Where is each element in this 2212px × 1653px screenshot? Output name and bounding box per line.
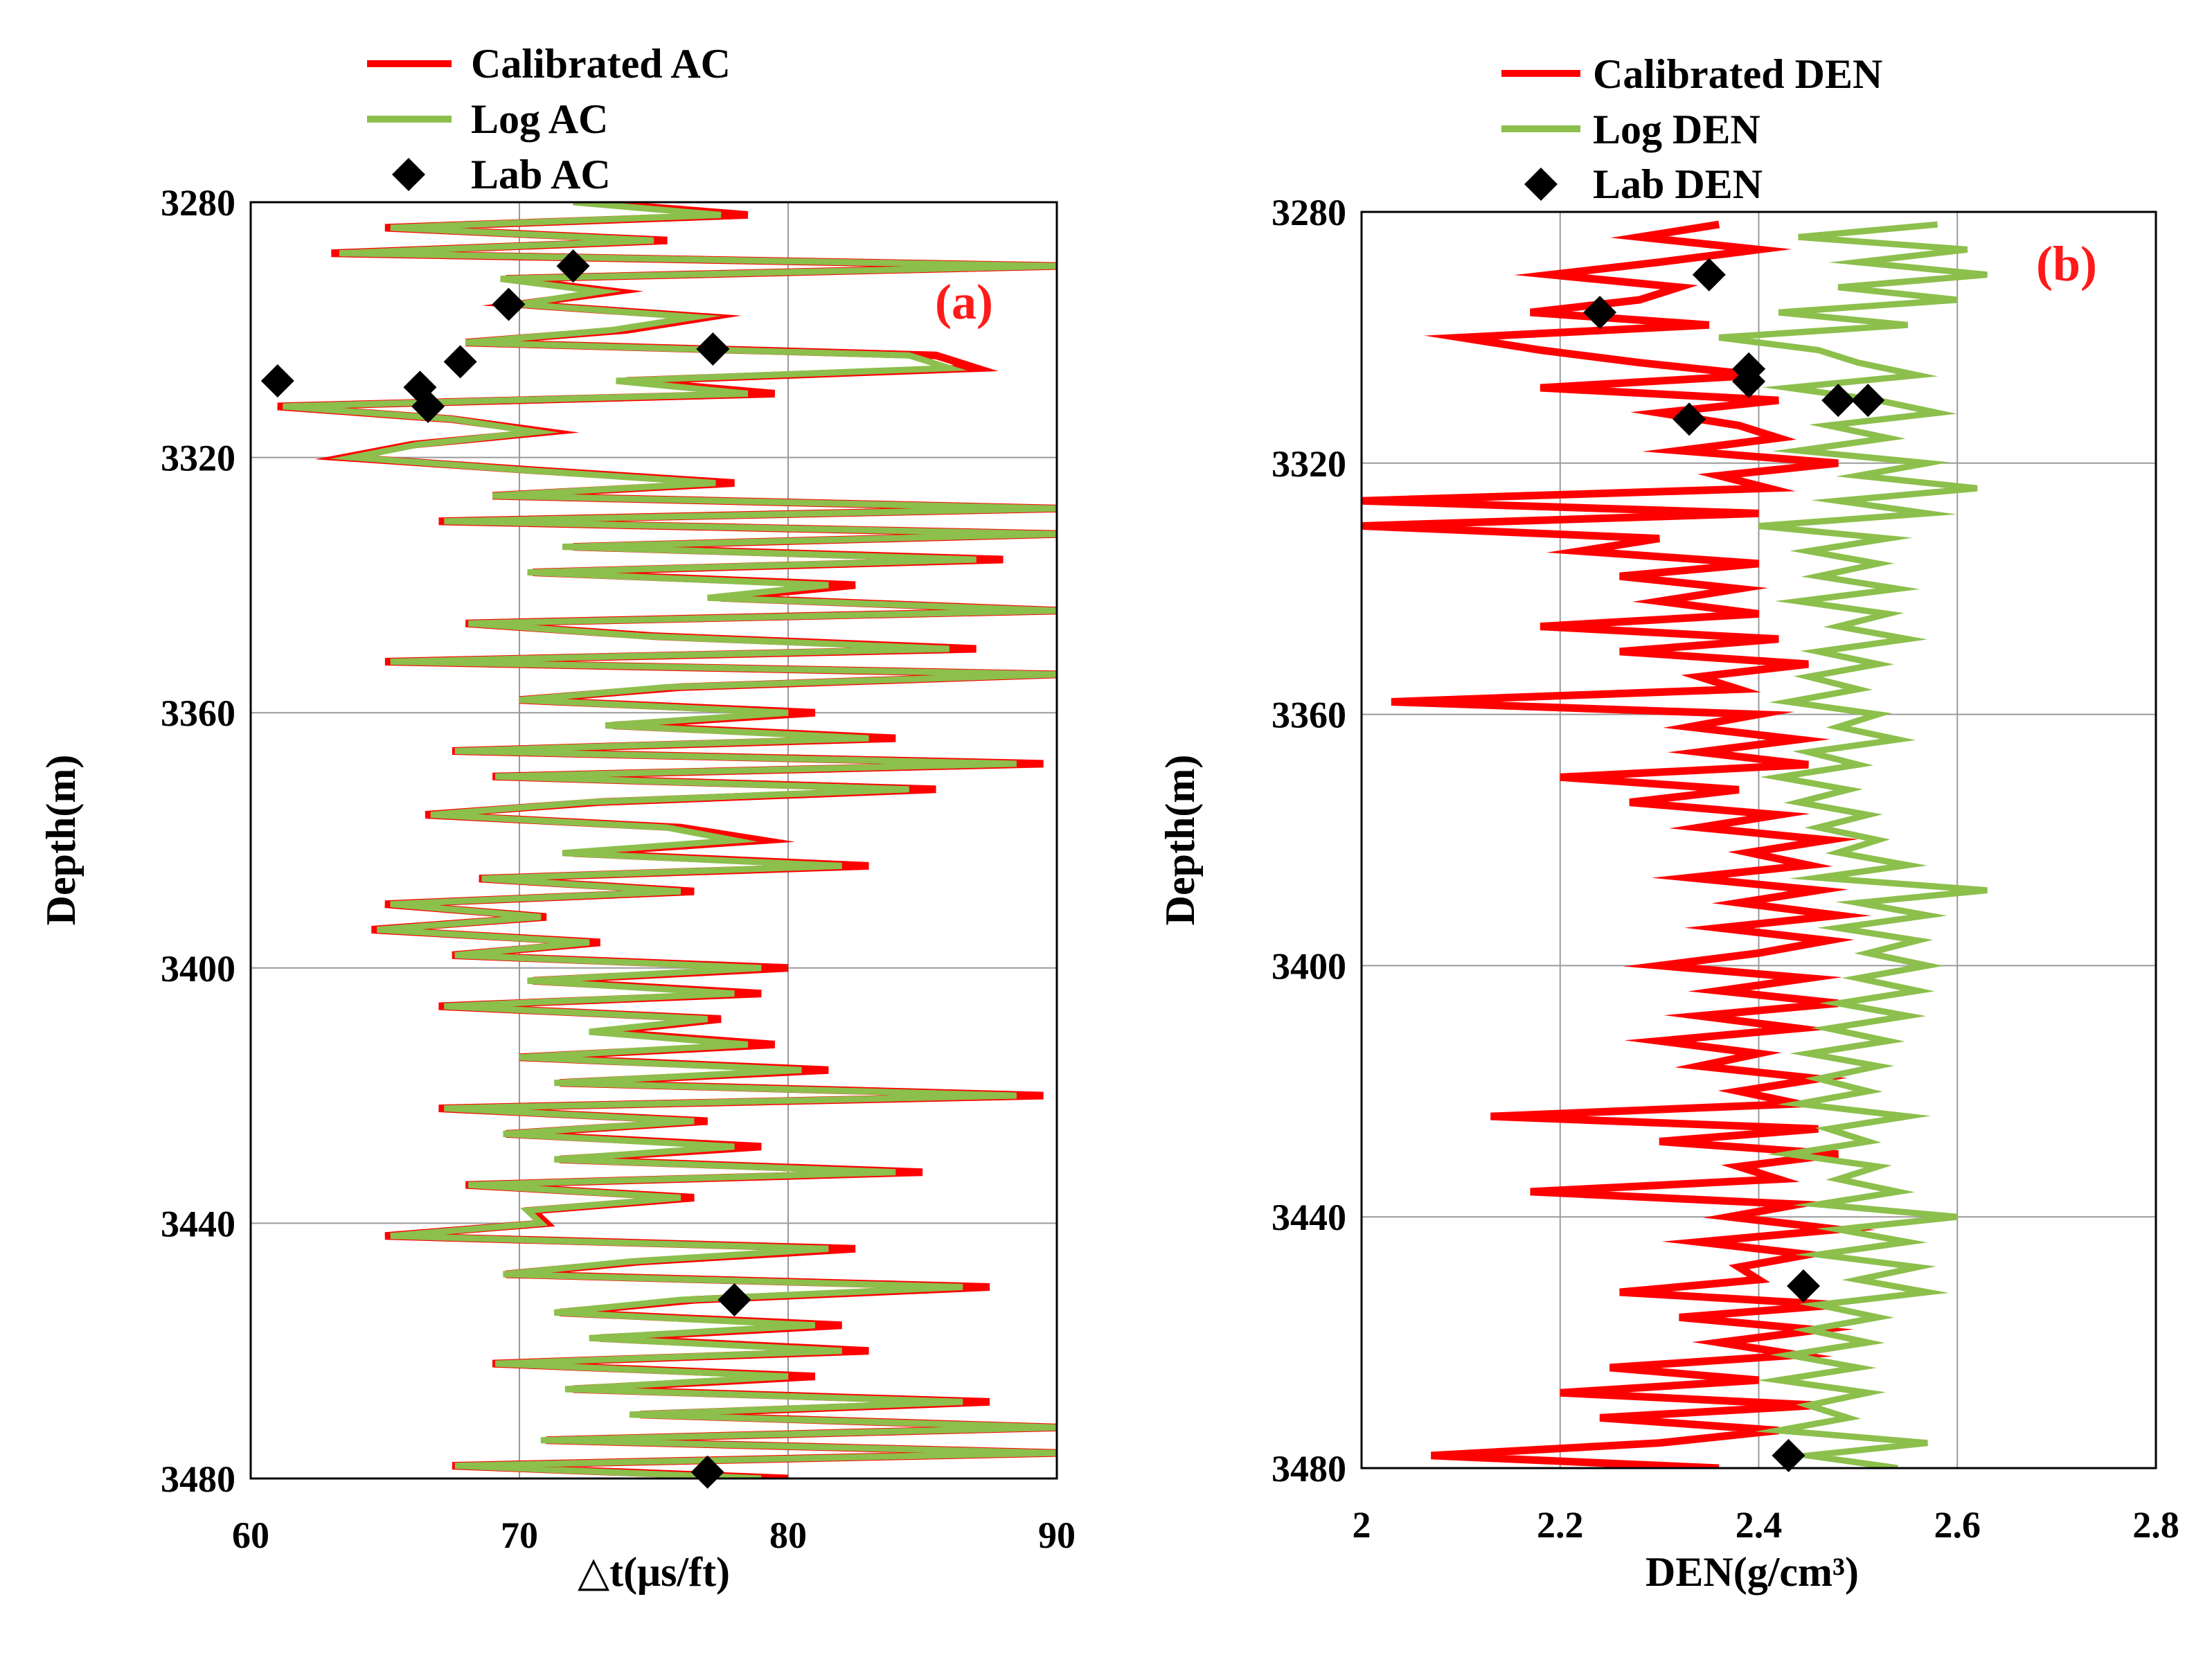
panel-a-ytick-label: 3280 <box>161 182 235 224</box>
panel-b-ytick-label: 3480 <box>1272 1448 1346 1490</box>
panel-b-xtick-label: 2 <box>1353 1504 1371 1546</box>
panel-b-xtick-label: 2.2 <box>1537 1504 1584 1546</box>
panel-a-series-log-line <box>283 202 1057 1478</box>
panel-b-legend: Calibrated DEN Log DEN Lab DEN <box>1501 51 1882 207</box>
panel-a-chart: 60 70 80 90 3280 3320 3360 3400 3440 3480 △t(μs/f… <box>38 41 1076 1595</box>
panel-a-lab-marker <box>690 1455 724 1489</box>
panel-b-series <box>1362 220 1988 1472</box>
panel-a-lab-marker <box>556 249 590 283</box>
panel-b-lab-marker <box>1851 384 1885 418</box>
panel-a-ytick-label: 3440 <box>161 1203 235 1244</box>
panel-a-xtick-label: 90 <box>1038 1514 1076 1556</box>
panel-b-lab-marker <box>1787 1269 1821 1303</box>
panel-a-plot-frame <box>249 201 1058 1480</box>
panel-a-lab-marker <box>696 332 730 366</box>
panel-b-lab-marker <box>1732 364 1766 398</box>
panel-a-xtick-label: 70 <box>501 1514 538 1556</box>
panel-a-lab-marker <box>411 389 445 423</box>
panel-b-ytick-label: 3440 <box>1272 1197 1346 1238</box>
legend-lab-ac-marker <box>392 158 425 191</box>
legend-calibrated-den-label: Calibrated DEN <box>1593 51 1882 97</box>
legend-lab-ac-label: Lab AC <box>471 152 611 197</box>
legend-lab-den-marker <box>1524 168 1558 201</box>
panel-a-ylabel: Depth(m) <box>38 755 84 926</box>
panel-b-xtick-label: 2.6 <box>1934 1504 1981 1546</box>
panel-b-xlabel: DEN(g/cm³) <box>1645 1549 1859 1595</box>
panel-a-ytick-label: 3480 <box>161 1458 235 1500</box>
panel-a-lab-marker <box>492 287 526 321</box>
panel-a-ytick-label: 3360 <box>161 693 235 734</box>
panel-a-ticks: 60 70 80 90 3280 3320 3360 3400 3440 3480 <box>161 182 1076 1556</box>
panel-b-ylabel: Depth(m) <box>1157 755 1203 926</box>
panel-b-series-calibrated-line <box>1362 220 1876 1468</box>
panel-b-ytick-label: 3360 <box>1272 695 1346 736</box>
panel-b-gridlines <box>1362 212 2156 1468</box>
panel-a-ytick-label: 3320 <box>161 438 235 479</box>
panel-b-lab-marker <box>1673 402 1706 436</box>
panel-a-lab-marker <box>717 1283 751 1316</box>
panel-a-xtick-label: 60 <box>232 1514 269 1556</box>
panel-b-ytick-label: 3400 <box>1272 945 1346 987</box>
panel-b-xtick-label: 2.4 <box>1736 1504 1783 1546</box>
panel-a-xlabel: △t(μs/ft) <box>578 1549 730 1595</box>
panel-b-series-log-line <box>1718 221 1988 1468</box>
legend-log-ac-label: Log AC <box>471 96 608 142</box>
panel-b-chart: 2 2.2 2.4 2.6 2.8 3280 3320 3360 3400 3440 3480 DE… <box>1157 51 2179 1595</box>
panel-b-lab-marker <box>1692 258 1726 292</box>
panel-b-tag: (b) <box>2036 236 2097 292</box>
legend-lab-den-label: Lab DEN <box>1593 161 1763 207</box>
panel-b-xtick-label: 2.8 <box>2132 1504 2179 1546</box>
panel-b-ytick-label: 3320 <box>1272 443 1346 485</box>
legend-calibrated-ac-label: Calibrated AC <box>471 41 731 87</box>
panel-a-lab-marker <box>260 364 294 398</box>
panel-a-lab-marker <box>443 345 477 379</box>
panel-b-ytick-label: 3280 <box>1272 192 1346 233</box>
legend-log-den-label: Log DEN <box>1593 107 1760 152</box>
panel-a-xtick-label: 80 <box>769 1514 807 1556</box>
panel-b-lab-marker <box>1821 384 1855 418</box>
panel-b-lab-marker <box>1583 296 1617 330</box>
panel-b-lab-marker <box>1772 1438 1805 1472</box>
panel-b-ticks: 2 2.2 2.4 2.6 2.8 3280 3320 3360 3400 3440 3480 <box>1272 192 2179 1546</box>
panel-a-tag: (a) <box>935 274 993 330</box>
panel-a-ytick-label: 3400 <box>161 948 235 990</box>
panel-a-series <box>260 202 1057 1489</box>
panel-b-plot-frame <box>1360 211 2157 1469</box>
panel-a-legend: Calibrated AC Log AC Lab AC <box>367 41 731 197</box>
